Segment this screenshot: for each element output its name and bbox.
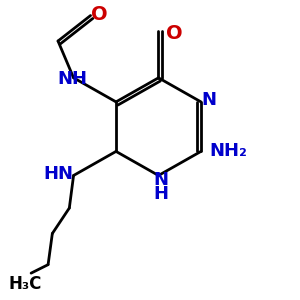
Text: N: N xyxy=(154,171,169,189)
Text: HN: HN xyxy=(43,165,73,183)
Text: N: N xyxy=(201,91,216,109)
Text: NH: NH xyxy=(57,70,87,88)
Text: O: O xyxy=(166,24,182,44)
Text: O: O xyxy=(91,4,107,24)
Text: NH₂: NH₂ xyxy=(209,142,247,160)
Text: H₃C: H₃C xyxy=(9,275,42,293)
Text: H: H xyxy=(154,185,169,203)
